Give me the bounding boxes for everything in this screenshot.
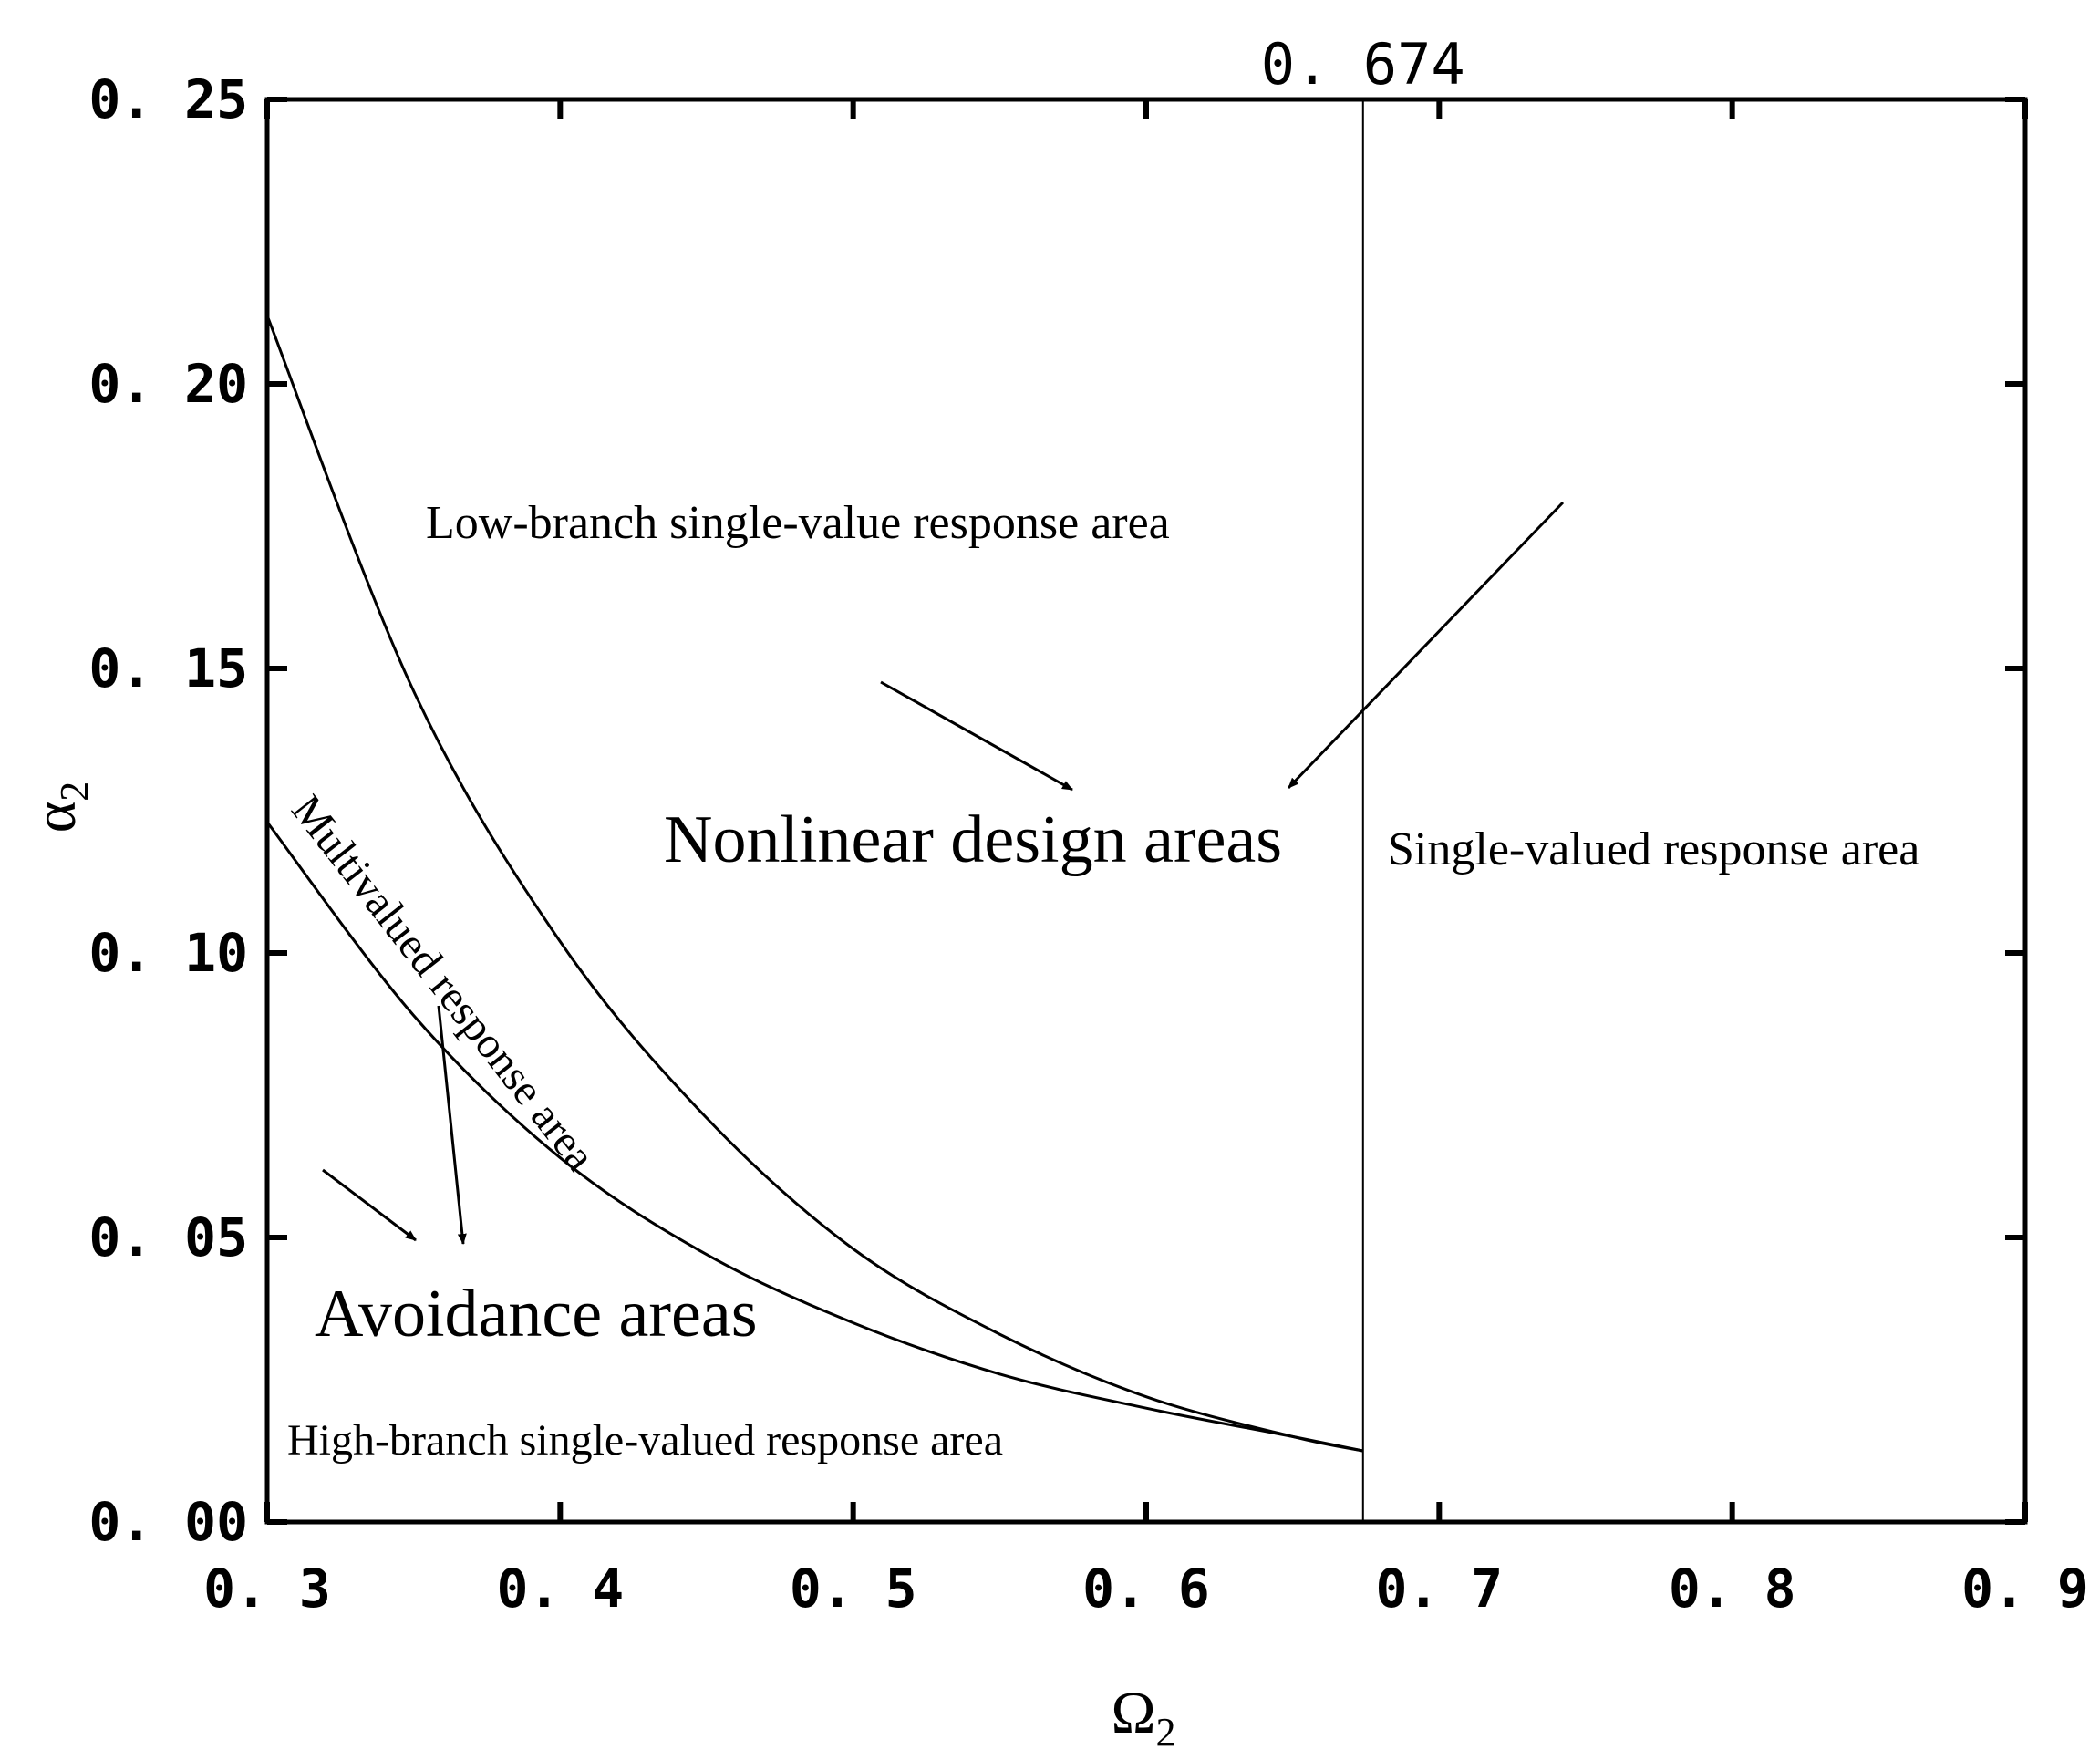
x-tick-label: 0. 4 bbox=[496, 1558, 624, 1620]
y-tick-label: 0. 20 bbox=[88, 353, 248, 415]
y-axis-title: α2 bbox=[22, 782, 97, 833]
y-axis-ticks: 0. 00 0. 05 0. 10 0. 15 0. 20 0. 25 bbox=[88, 68, 2025, 1553]
annotation-single-valued: Single-valued response area bbox=[1388, 823, 1919, 875]
annotation-high-branch: High-branch single-valued response area bbox=[287, 1416, 1003, 1465]
x-tick-label: 0. 3 bbox=[203, 1558, 331, 1620]
curve-1 bbox=[265, 315, 1364, 1453]
x-axis-ticks: 0. 3 0. 4 0. 5 0. 6 0. 7 0. 8 0. 9 bbox=[203, 99, 2089, 1620]
y-tick-label: 0. 10 bbox=[88, 922, 248, 984]
annotation-multivalued: Multivalued response area bbox=[282, 786, 605, 1180]
x-tick-label: 0. 6 bbox=[1082, 1558, 1210, 1620]
curve-2 bbox=[265, 821, 1364, 1453]
annotation-nonlinear: Nonlinear design areas bbox=[664, 802, 1282, 877]
annotation-avoidance: Avoidance areas bbox=[315, 1277, 758, 1351]
y-tick-label: 0. 15 bbox=[88, 637, 248, 699]
x-tick-label: 0. 7 bbox=[1375, 1558, 1503, 1620]
y-tick-label: 0. 05 bbox=[88, 1206, 248, 1268]
annotation-low-branch: Low-branch single-value response area bbox=[426, 497, 1170, 549]
arrow-avoidance-down bbox=[437, 1005, 467, 1245]
arrow-nonlinear-right bbox=[1287, 501, 1565, 790]
x-tick-label: 0. 5 bbox=[790, 1558, 917, 1620]
x-tick-label: 0. 8 bbox=[1669, 1558, 1796, 1620]
arrow-nonlinear-left bbox=[880, 680, 1073, 792]
arrow-avoidance-right bbox=[322, 1168, 417, 1242]
x-tick-label: 0. 9 bbox=[1961, 1558, 2089, 1620]
curves bbox=[265, 315, 1364, 1453]
y-tick-label: 0. 00 bbox=[88, 1491, 248, 1553]
threshold-label: 0. 674 bbox=[1261, 31, 1465, 98]
x-axis-title: Ω2 bbox=[1111, 1680, 1175, 1755]
y-tick-label: 0. 25 bbox=[88, 68, 248, 130]
